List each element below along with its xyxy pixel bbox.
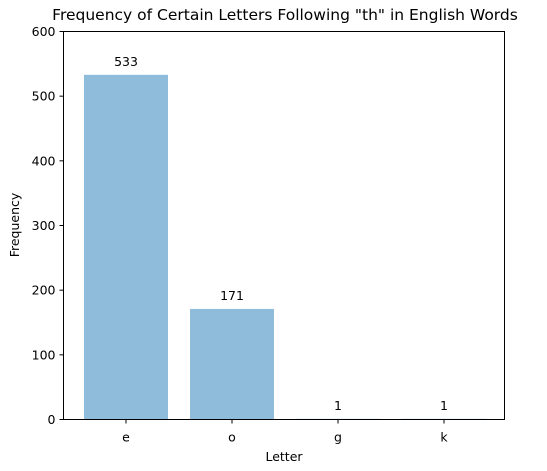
y-axis-label: Frequency (7, 192, 22, 257)
plot-frame (63, 31, 505, 420)
x-tick-label-e: e (122, 430, 130, 445)
x-tick-label-o: o (228, 430, 236, 445)
y-tick-label-100: 100 (32, 347, 56, 362)
data-label-e: 533 (114, 54, 138, 69)
y-tick-label-400: 400 (32, 153, 56, 168)
y-axis: 0 100 200 300 400 500 600 (32, 24, 64, 427)
bars-layer (84, 74, 486, 420)
data-labels-layer: 533 171 1 1 (114, 54, 448, 413)
x-tick-label-g: g (334, 430, 342, 445)
bar-o (190, 308, 274, 420)
bar-e (84, 74, 168, 420)
y-tick-label-200: 200 (32, 283, 56, 298)
y-tick-label-300: 300 (32, 218, 56, 233)
y-tick-label-600: 600 (32, 24, 56, 39)
data-label-g: 1 (334, 398, 342, 413)
y-tick-label-0: 0 (48, 412, 56, 427)
data-label-k: 1 (440, 398, 448, 413)
data-label-o: 171 (220, 288, 244, 303)
x-axis-label: Letter (265, 449, 303, 464)
x-tick-label-k: k (440, 430, 448, 445)
chart-title: Frequency of Certain Letters Following "… (52, 6, 518, 24)
y-tick-label-500: 500 (32, 89, 56, 104)
